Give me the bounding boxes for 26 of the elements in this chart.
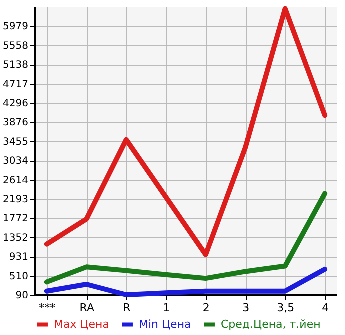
x-tick-label: 2 — [202, 302, 210, 314]
y-tick-label: 5558 — [3, 40, 28, 52]
y-tick-label: 2193 — [3, 194, 28, 206]
y-tick-label: 90 — [16, 290, 28, 302]
legend-label: Сред.Цена, т.йен — [221, 318, 321, 331]
legend-label: Min Цена — [139, 318, 192, 331]
y-tick-label: 3876 — [3, 118, 28, 129]
y-tick-label: 1772 — [3, 214, 28, 225]
x-tick-label: 1 — [163, 302, 170, 314]
y-tick-label: 510 — [9, 271, 28, 282]
y-tick-label: 931 — [9, 252, 28, 264]
y-tick-label: 4296 — [3, 98, 28, 110]
x-tick-label: 4 — [322, 302, 330, 314]
x-tick-label: 3,5 — [277, 302, 295, 314]
y-tick-label: 4717 — [3, 79, 28, 90]
legend-label: Max Цена — [54, 318, 110, 331]
y-tick-label: 2614 — [3, 175, 28, 186]
y-tick-label: 5979 — [3, 22, 28, 33]
y-tick-label: 3034 — [3, 156, 28, 168]
y-tick-label: 5138 — [3, 60, 28, 72]
y-tick-label: 3455 — [3, 136, 28, 148]
x-tick-label: *** — [39, 302, 56, 314]
x-tick-label: RA — [80, 302, 95, 314]
y-tick-label: 1352 — [3, 232, 28, 244]
x-tick-label: 3 — [242, 302, 250, 314]
x-tick-label: R — [123, 302, 132, 314]
